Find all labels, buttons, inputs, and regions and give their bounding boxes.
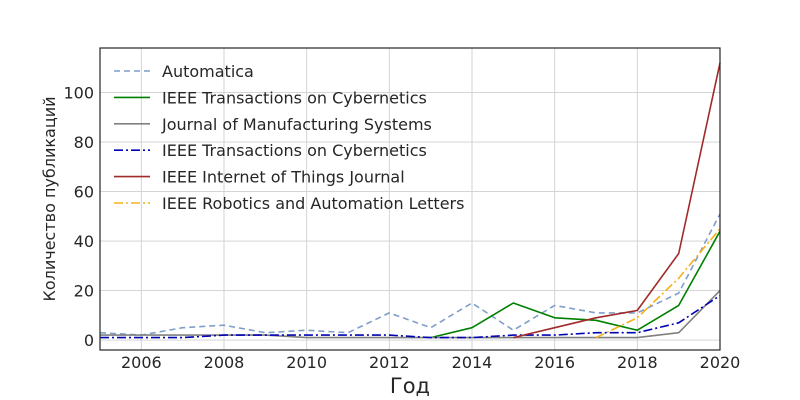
y-axis-label: Количество публикаций — [40, 96, 59, 301]
legend-label-1: Automatica — [162, 62, 254, 81]
legend-label-2: IEEE Transactions on Cybernetics — [162, 88, 427, 107]
x-tick-label: 2018 — [617, 353, 658, 372]
plot-frame — [99, 47, 721, 351]
x-tick-label: 2006 — [121, 353, 162, 372]
series-line-6 — [595, 228, 721, 339]
legend: Automatica IEEE Transactions on Cyberneti… — [114, 62, 464, 213]
legend-label-5: IEEE Internet of Things Journal — [162, 168, 405, 187]
y-tick-label: 0 — [84, 331, 94, 350]
y-tick-label: 80 — [74, 133, 94, 152]
series-line-2 — [430, 230, 721, 339]
x-axis-label: Год — [390, 374, 430, 398]
legend-label-4: IEEE Transactions on Cybernetics — [162, 141, 427, 160]
y-tick-label: 60 — [74, 183, 94, 202]
y-tick-label: 100 — [63, 84, 94, 103]
x-tick-label: 2012 — [369, 353, 410, 372]
x-tick-label: 2016 — [534, 353, 575, 372]
x-tick-label: 2008 — [204, 353, 245, 372]
plot-background — [100, 48, 720, 350]
legend-label-6: IEEE Robotics and Automation Letters — [162, 194, 464, 213]
y-tick-label: 40 — [74, 232, 94, 251]
x-tick-label: 2020 — [700, 353, 741, 372]
x-tick-labels: 2006 2008 2010 2012 2014 2016 2018 2020 — [121, 353, 740, 372]
x-tick-label: 2014 — [452, 353, 493, 372]
series-line-5 — [513, 62, 721, 339]
x-tick-label: 2010 — [286, 353, 327, 372]
series-line-1 — [99, 213, 721, 336]
series-line-3 — [100, 290, 721, 339]
legend-label-3: Journal of Manufacturing Systems — [161, 115, 432, 134]
y-tick-labels: 0 20 40 60 80 100 — [63, 84, 94, 351]
series-line-4 — [100, 294, 721, 339]
y-tick-label: 20 — [74, 282, 94, 301]
series-layer — [99, 62, 721, 339]
